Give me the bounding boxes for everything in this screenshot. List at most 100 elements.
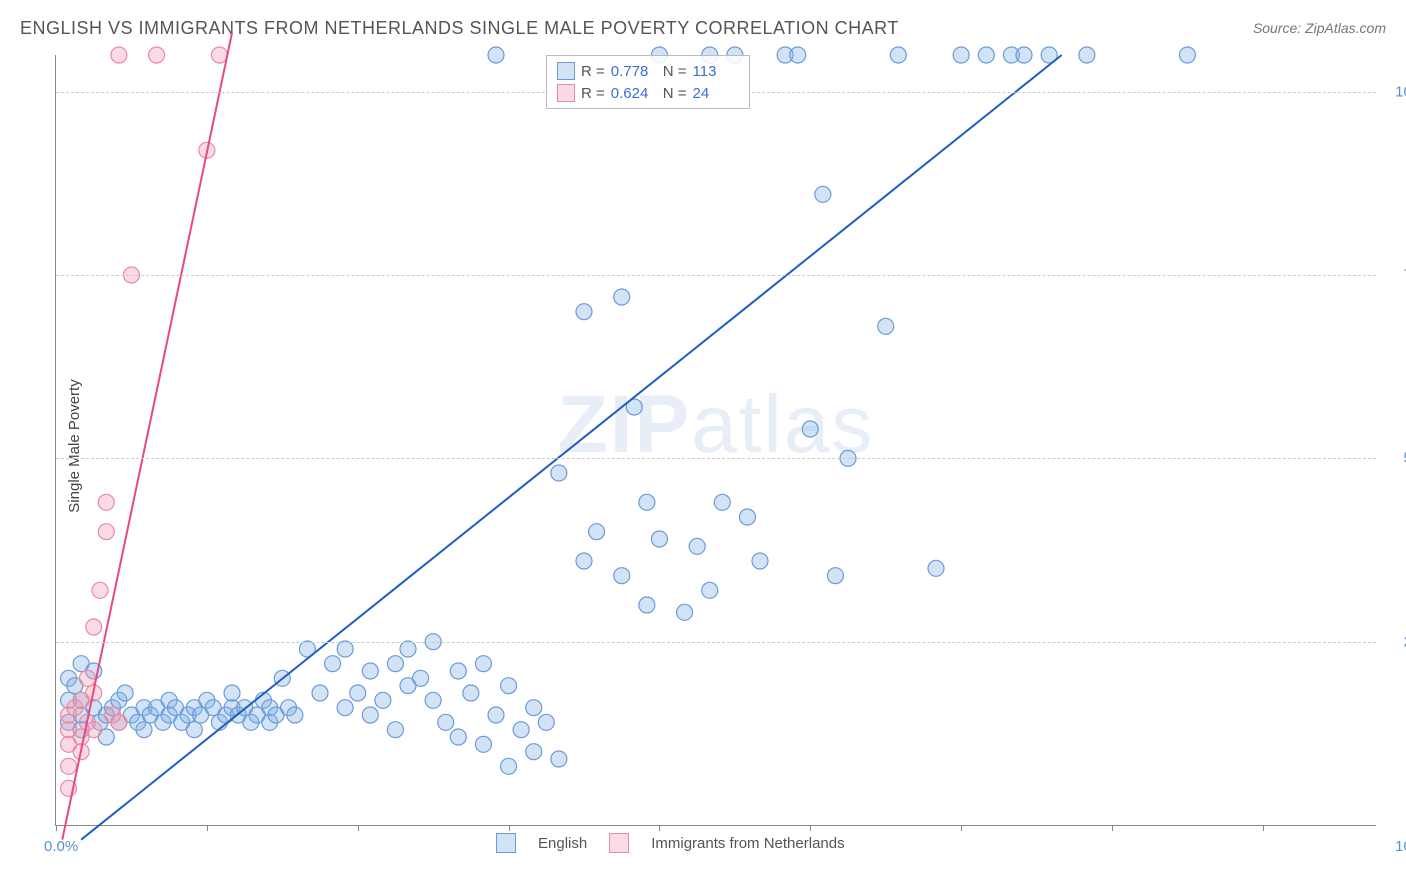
legend-swatch-netherlands	[557, 84, 575, 102]
data-point	[576, 304, 592, 320]
data-point	[117, 685, 133, 701]
plot-area: ZIPatlas 25.0%50.0%75.0%100.0% 0.0% 100.…	[55, 55, 1376, 826]
x-tick-mark	[509, 825, 510, 831]
data-point	[186, 722, 202, 738]
data-point	[614, 289, 630, 305]
data-point	[651, 531, 667, 547]
data-point	[802, 421, 818, 437]
data-point	[538, 714, 554, 730]
data-point	[438, 714, 454, 730]
data-point	[149, 47, 165, 63]
data-point	[350, 685, 366, 701]
legend-swatch-english	[557, 62, 575, 80]
legend-label-netherlands: Immigrants from Netherlands	[651, 835, 844, 852]
data-point	[387, 722, 403, 738]
y-tick-label: 25.0%	[1386, 633, 1406, 650]
data-point	[1079, 47, 1095, 63]
y-tick-label: 100.0%	[1386, 83, 1406, 100]
data-point	[475, 656, 491, 672]
data-point	[890, 47, 906, 63]
data-point	[677, 604, 693, 620]
data-point	[287, 707, 303, 723]
data-point	[111, 714, 127, 730]
data-point	[211, 47, 227, 63]
data-point	[86, 619, 102, 635]
x-tick-mark	[358, 825, 359, 831]
chart-svg	[56, 55, 1376, 825]
data-point	[526, 700, 542, 716]
data-point	[702, 582, 718, 598]
data-point	[1179, 47, 1195, 63]
data-point	[312, 685, 328, 701]
data-point	[551, 751, 567, 767]
data-point	[79, 670, 95, 686]
x-tick-mark	[1263, 825, 1264, 831]
x-tick-mark	[659, 825, 660, 831]
data-point	[450, 729, 466, 745]
x-tick-mark	[1112, 825, 1113, 831]
legend-label-english: English	[538, 835, 587, 852]
data-point	[463, 685, 479, 701]
data-point	[928, 560, 944, 576]
data-point	[362, 707, 378, 723]
data-point	[413, 670, 429, 686]
data-point	[752, 553, 768, 569]
gridline	[56, 275, 1376, 276]
data-point	[790, 47, 806, 63]
x-tick-min: 0.0%	[44, 838, 78, 855]
x-tick-max: 100.0%	[1395, 838, 1406, 855]
x-tick-mark	[810, 825, 811, 831]
data-point	[136, 722, 152, 738]
data-point	[978, 47, 994, 63]
data-point	[362, 663, 378, 679]
y-tick-label: 75.0%	[1386, 267, 1406, 284]
data-point	[576, 553, 592, 569]
data-point	[953, 47, 969, 63]
data-point	[614, 568, 630, 584]
data-point	[827, 568, 843, 584]
data-point	[475, 736, 491, 752]
data-point	[400, 641, 416, 657]
data-point	[589, 524, 605, 540]
data-point	[551, 465, 567, 481]
chart-title: ENGLISH VS IMMIGRANTS FROM NETHERLANDS S…	[20, 18, 899, 39]
data-point	[98, 494, 114, 510]
data-point	[639, 494, 655, 510]
x-tick-mark	[961, 825, 962, 831]
source-attribution: Source: ZipAtlas.com	[1253, 20, 1386, 36]
data-point	[92, 582, 108, 598]
gridline	[56, 642, 1376, 643]
data-point	[387, 656, 403, 672]
data-point	[86, 722, 102, 738]
series-legend: English Immigrants from Netherlands	[496, 833, 845, 853]
data-point	[689, 538, 705, 554]
legend-row-netherlands: R = 0.624 N = 24	[557, 82, 739, 104]
data-point	[450, 663, 466, 679]
data-point	[425, 692, 441, 708]
legend-row-english: R = 0.778 N = 113	[557, 60, 739, 82]
data-point	[224, 685, 240, 701]
data-point	[98, 524, 114, 540]
legend-swatch-english-icon	[496, 833, 516, 853]
data-point	[1016, 47, 1032, 63]
data-point	[526, 744, 542, 760]
data-point	[488, 47, 504, 63]
trend-line	[81, 55, 1062, 840]
data-point	[488, 707, 504, 723]
legend-swatch-netherlands-icon	[609, 833, 629, 853]
data-point	[513, 722, 529, 738]
x-tick-mark	[56, 825, 57, 831]
data-point	[878, 318, 894, 334]
data-point	[815, 186, 831, 202]
data-point	[501, 678, 517, 694]
gridline	[56, 458, 1376, 459]
data-point	[325, 656, 341, 672]
data-point	[337, 700, 353, 716]
data-point	[337, 641, 353, 657]
y-tick-label: 50.0%	[1386, 450, 1406, 467]
data-point	[739, 509, 755, 525]
x-tick-mark	[207, 825, 208, 831]
data-point	[639, 597, 655, 613]
data-point	[375, 692, 391, 708]
data-point	[111, 47, 127, 63]
